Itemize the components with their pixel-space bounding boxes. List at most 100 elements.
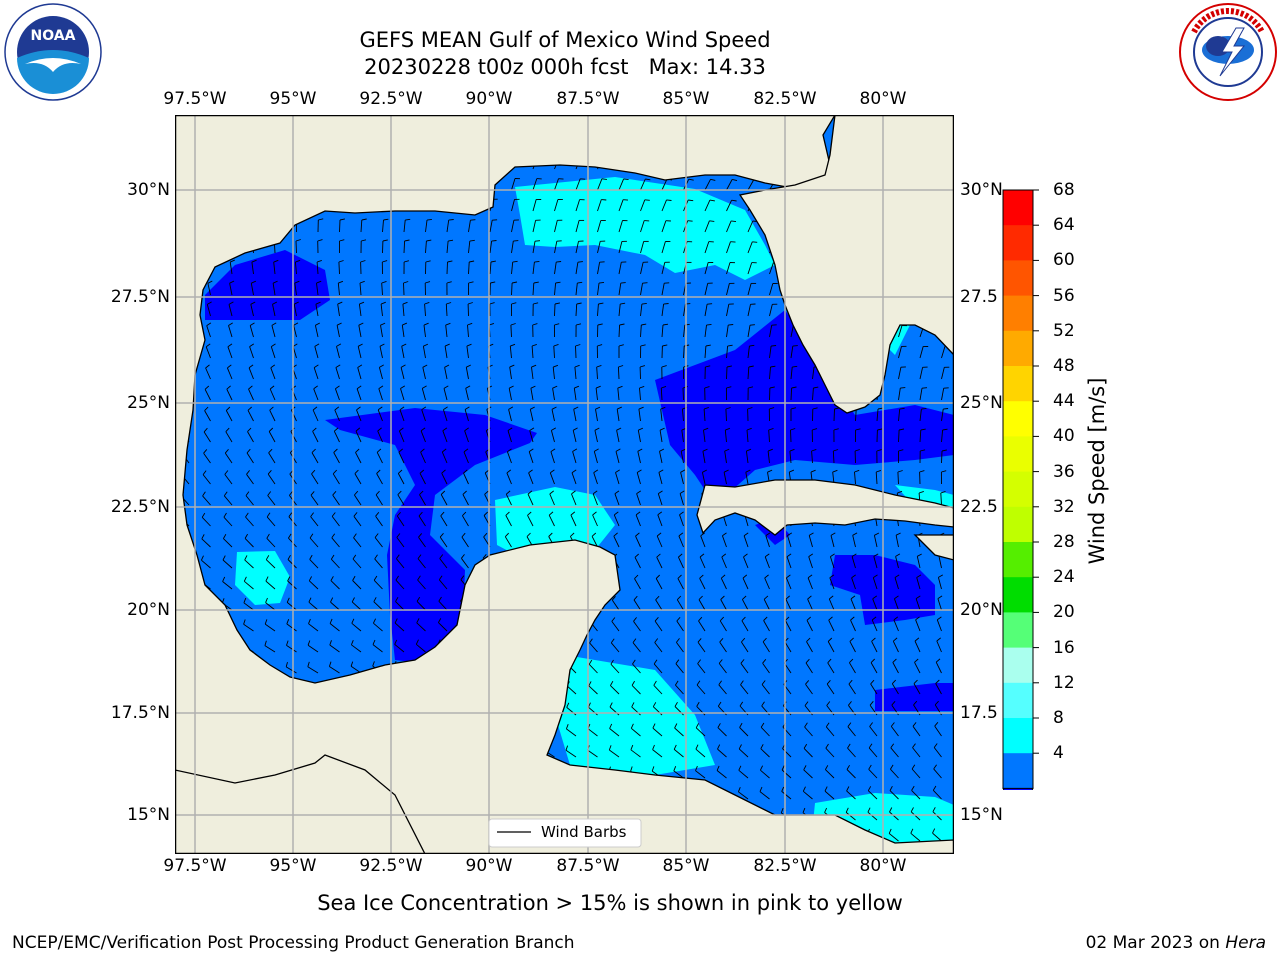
wind-barb (659, 430, 663, 443)
wind-barb (657, 514, 663, 527)
wind-barb (571, 493, 577, 506)
colorbar-tick-24: 24 (1053, 567, 1075, 588)
colorbar-tick-32: 32 (1053, 496, 1075, 517)
wind-barb (441, 451, 448, 464)
wind-barb (719, 620, 727, 632)
wind-barb (747, 283, 752, 296)
wind-barb (529, 409, 534, 422)
wind-barb (575, 283, 578, 296)
colorbar-bin-7 (1003, 436, 1033, 473)
wind-barb (381, 282, 383, 296)
wind-barb (804, 726, 813, 737)
wind-barb (271, 325, 276, 338)
wind-barb (676, 642, 684, 653)
wind-barb (441, 473, 448, 485)
wind-barb (504, 536, 512, 548)
wind-barb (636, 472, 641, 485)
colorbar-tick-60: 60 (1053, 250, 1075, 271)
wind-barb (746, 429, 749, 443)
wind-barb (417, 558, 426, 569)
wind-barb (225, 431, 233, 443)
wind-barb (636, 493, 641, 506)
wind-barb (805, 662, 813, 674)
wind-barb (551, 409, 555, 422)
lon-label-bottom-7: 80°W (859, 856, 907, 876)
wind-barb (854, 471, 856, 485)
wind-barb (511, 282, 513, 296)
wind-barb (808, 535, 813, 548)
wind-barb (738, 769, 749, 779)
wind-barb (851, 556, 856, 569)
wind-barb (676, 599, 684, 611)
wind-barb (919, 409, 922, 422)
wind-barb (781, 791, 792, 800)
wind-barb (941, 429, 944, 443)
wind-barb (376, 473, 383, 485)
wind-barb (871, 641, 878, 653)
wind-barb (294, 262, 297, 275)
wind-barb (330, 580, 340, 590)
wind-barb (310, 516, 319, 527)
wind-barb (618, 178, 625, 191)
wind-barb (265, 602, 276, 611)
wind-barb (936, 640, 942, 653)
wind-barb (532, 178, 538, 191)
wind-barb (532, 241, 536, 254)
wind-barb (935, 683, 942, 695)
wind-barb (726, 220, 732, 233)
colorbar-tick-16: 16 (1053, 637, 1075, 658)
wind-barb (272, 304, 276, 317)
wind-barb (740, 663, 749, 674)
wind-barb (873, 535, 878, 548)
wind-barb (747, 346, 750, 359)
wind-barb (247, 431, 254, 443)
wind-barb (205, 367, 211, 380)
wind-barb (845, 812, 856, 821)
wind-barb (832, 450, 835, 464)
wind-barb (869, 726, 878, 737)
wind-barb (380, 325, 383, 338)
lat-label-left-1: 27.5°N (110, 287, 170, 307)
wind-barb (532, 262, 535, 275)
colorbar-tick-48: 48 (1053, 356, 1075, 376)
wind-barb (679, 514, 684, 527)
wind-barb (357, 367, 362, 380)
wind-barb (653, 663, 663, 674)
wind-barb (375, 515, 383, 527)
wind-barb (726, 366, 728, 380)
lat-label-right-5: 17.5 (960, 703, 998, 723)
wind-barb (489, 261, 492, 275)
wind-barb (914, 640, 921, 653)
wind-barb (741, 620, 749, 632)
wind-barb (575, 345, 577, 359)
wind-barb (890, 726, 899, 737)
wind-barb (225, 410, 233, 422)
lat-label-right-0: 30°N (960, 180, 1003, 200)
wind-barb (205, 346, 211, 359)
wind-barb (352, 558, 362, 569)
wind-barb (591, 536, 598, 548)
wind-barb (244, 559, 254, 569)
colorbar-bin-13 (1003, 647, 1033, 684)
wind-barb (704, 220, 710, 233)
wind-barb (248, 367, 254, 380)
colorbar-tick-56: 56 (1053, 285, 1075, 306)
lon-label-top-2: 92.5°W (359, 89, 423, 109)
wind-barb (397, 473, 405, 485)
colorbar-bin-12 (1003, 612, 1033, 649)
wind-barb (425, 220, 428, 233)
wind-barb (286, 602, 297, 611)
wind-barb (377, 430, 383, 443)
wind-barb (226, 389, 233, 401)
wind-barb (941, 367, 945, 380)
wind-barb (846, 769, 856, 779)
wind-barb (893, 598, 899, 611)
wind-barb (724, 430, 727, 443)
wind-barb (554, 241, 558, 254)
wind-barb (747, 179, 755, 191)
wind-barb (738, 748, 749, 758)
wind-barb (575, 220, 580, 233)
wind-barb (849, 662, 856, 674)
wind-barb (442, 430, 448, 443)
wind-barb (597, 262, 601, 275)
